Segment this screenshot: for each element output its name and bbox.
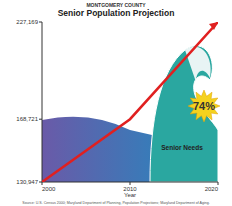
- y-axis: [42, 22, 43, 182]
- wave-crest: [185, 47, 211, 82]
- x-tick-label: 2020: [205, 186, 219, 192]
- x-tick: [218, 182, 219, 185]
- y-tick: [39, 22, 42, 23]
- x-tick: [42, 182, 43, 185]
- y-tick-label: 130,947: [16, 179, 38, 185]
- chart: MONTGOMERY COUNTYSenior Population Proje…: [0, 0, 232, 206]
- starburst: [188, 90, 220, 122]
- source: Source: U.S. Census 2000; Maryland Depar…: [22, 201, 209, 205]
- plot: [42, 22, 218, 182]
- arrow-head: [209, 22, 218, 30]
- trend-line: [42, 22, 218, 182]
- x-tick-label: 2000: [42, 186, 56, 192]
- y-tick-label: 227,169: [16, 19, 38, 25]
- x-label: Year: [124, 192, 136, 198]
- x-tick: [130, 182, 131, 185]
- y-tick: [39, 119, 42, 120]
- annotation: Senior Needs: [161, 144, 203, 151]
- y-tick-label: 168,721: [16, 116, 38, 122]
- title: Senior Population Projection: [58, 8, 175, 18]
- annotation: 74%: [193, 100, 215, 112]
